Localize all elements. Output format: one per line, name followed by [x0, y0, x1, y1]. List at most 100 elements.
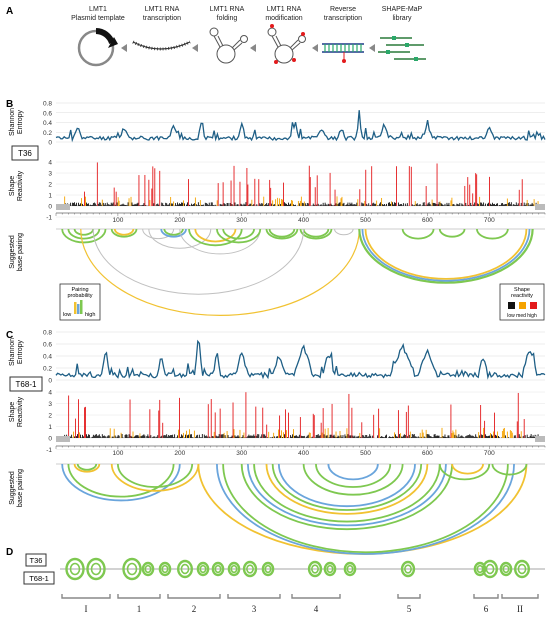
base-pair-arc [61, 463, 181, 502]
x-tick-label: 700 [484, 217, 495, 224]
legend-pairing-low: low [63, 312, 71, 318]
base-pair-arc [222, 463, 509, 554]
base-pair-arc [80, 228, 360, 316]
base-pair-arc [438, 228, 466, 238]
step-1-line2: Plasmid template [71, 15, 125, 22]
pairing-probability-legend: Pairing probability low high [59, 283, 101, 321]
structural-domain-ring [346, 564, 354, 574]
base-pair-arc [364, 228, 528, 280]
step-6-line2: library [392, 15, 412, 22]
structural-domain-ring [307, 560, 323, 578]
structural-domain-ring [343, 561, 357, 577]
structural-domain-ring [326, 564, 334, 574]
base-pair-arc [401, 228, 435, 240]
legend-pairing-title-1: Pairing [71, 287, 88, 293]
structural-domain-ring [502, 564, 510, 574]
domain-bracket [397, 594, 421, 599]
domain-bracket [291, 594, 341, 599]
base-pair-arc [491, 463, 528, 476]
step-5-line1: Reverse [330, 6, 356, 13]
reactivity-tick-label: 3 [48, 401, 52, 408]
panel-d-letter: D [6, 547, 13, 558]
panel-b-entropy-axis-label: Shannon Entropy Shape Reactivity Suggest… [9, 108, 24, 271]
domain-label: 1 [137, 604, 142, 614]
panel-a-letter: A [6, 6, 13, 17]
x-tick-label: 600 [422, 450, 433, 457]
domain-label: I [85, 604, 88, 614]
domain-bracket [117, 594, 161, 599]
legend-shape-title-2: reactivity [511, 293, 533, 299]
base-pair-arc [265, 228, 299, 240]
x-tick-label: 700 [484, 450, 495, 457]
rna-strand-icon [132, 40, 191, 51]
base-pair-arc [148, 228, 212, 249]
domain-bracket [61, 594, 111, 599]
library-icon [378, 36, 426, 61]
entropy-track-t68-1: 0.8 0.6 0.4 0.2 0 [43, 330, 546, 385]
step-5-line2: transcription [324, 15, 362, 22]
reactivity-label-c-2: Reactivity [17, 396, 24, 427]
structural-domain-ring [404, 564, 412, 574]
base-pairing-arcs-t36 [56, 228, 545, 316]
reactivity-tick-label: 4 [48, 160, 52, 167]
reactivity-label-b-2: Reactivity [17, 170, 24, 201]
entropy-line [55, 339, 546, 380]
x-tick-label: 600 [422, 217, 433, 224]
domain-label: 4 [314, 604, 319, 614]
structural-domain-ring [246, 564, 254, 574]
structural-domain-ring [90, 562, 102, 576]
reactivity-label-c-1: Shape [9, 402, 16, 422]
shape-reactivity-legend: Shape reactivity low med high [499, 283, 545, 321]
structural-domain-ring [176, 559, 193, 579]
base-pair-arc [73, 228, 95, 236]
base-pair-arc [110, 463, 200, 492]
structural-domain-ring [311, 564, 319, 574]
legend-shape-labels: low med high [507, 313, 537, 319]
base-pair-arc [61, 228, 107, 244]
reactivity-tick-label: 0 [48, 436, 52, 443]
domain-label: 6 [484, 604, 489, 614]
entropy-label-c-2: Entropy [17, 339, 24, 364]
step-4-line1: LMT1 RNA [267, 6, 302, 13]
base-pair-arc [160, 228, 187, 238]
entropy-tick-label: 0.4 [43, 354, 52, 361]
base-pair-arc [271, 463, 423, 511]
reactivity-track-t68-1: 4 3 2 1 0 -1 100 200 300 400 500 600 700 [46, 390, 546, 457]
structural-domain-ring [196, 561, 210, 577]
structural-domain-ring [473, 561, 487, 577]
base-pair-arc [476, 228, 509, 240]
structural-domain-ring [126, 562, 138, 576]
entropy-track-t36: 0.8 0.6 0.4 0.2 0 [43, 101, 546, 147]
x-tick-label: 400 [298, 217, 309, 224]
base-pair-arc [142, 228, 175, 240]
reverse-transcription-icon [322, 43, 364, 63]
structural-domain-ring [261, 561, 275, 577]
reactivity-tick-label: 1 [48, 193, 52, 200]
x-tick-label: 500 [360, 217, 371, 224]
entropy-tick-label: 0.6 [43, 342, 52, 349]
structural-domain-ring [400, 560, 416, 578]
x-tick-label: 100 [112, 217, 123, 224]
no-data-box-end [535, 204, 545, 210]
base-pair-arc [216, 228, 262, 244]
base-pair-arc [73, 463, 101, 473]
x-tick-label: 200 [174, 217, 185, 224]
panel-c-axis-labels: Shannon Entropy Shape Reactivity Suggest… [9, 338, 24, 507]
sample-badge-t36 [11, 145, 39, 161]
base-pair-arc [76, 463, 98, 471]
reactivity-tick-label: -1 [46, 215, 52, 222]
x-tick-label: 400 [298, 450, 309, 457]
entropy-label-b-2: Entropy [17, 109, 24, 134]
base-pair-arc [334, 228, 354, 236]
base-pair-arc [265, 463, 429, 515]
base-pairing-arcs-t68-1 [56, 463, 545, 555]
reactivity-tick-label: 1 [48, 424, 52, 431]
legend-pairing-high: high [85, 312, 95, 318]
entropy-tick-label: 0.2 [43, 366, 52, 373]
structural-domain-ring [514, 559, 531, 579]
domain-bracket [227, 594, 281, 599]
entropy-label-b-1: Shannon [9, 108, 16, 136]
row-badge-t36 [25, 553, 47, 567]
base-pair-arc [268, 228, 296, 238]
structural-domain-ring [69, 562, 81, 576]
